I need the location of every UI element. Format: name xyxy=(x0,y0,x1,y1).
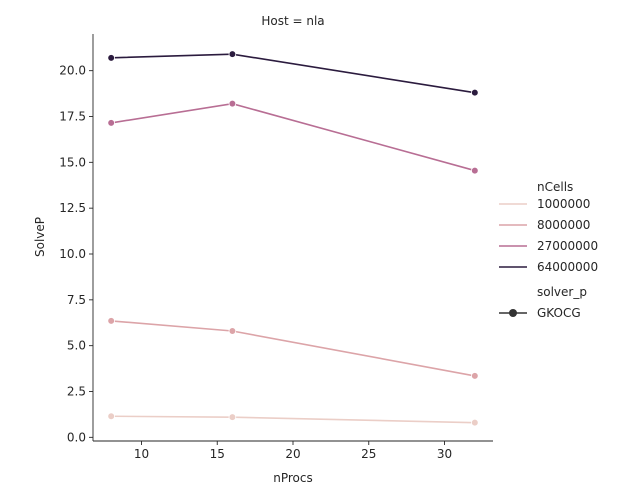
data-point xyxy=(107,317,115,325)
plot-area xyxy=(107,50,479,427)
x-tick-label: 10 xyxy=(134,447,149,461)
y-tick-label: 12.5 xyxy=(59,201,86,215)
y-axis-label: SolveP xyxy=(33,217,47,257)
data-point xyxy=(471,166,479,175)
data-point xyxy=(471,372,479,380)
data-point xyxy=(471,88,479,97)
legend-entry-27000000: 27000000 xyxy=(499,239,598,253)
x-tick-label: 30 xyxy=(437,447,452,461)
data-point xyxy=(107,412,115,421)
legend-label: 64000000 xyxy=(537,260,598,274)
legend-label: 1000000 xyxy=(537,197,590,211)
x-tick-label: 20 xyxy=(285,447,300,461)
y-tick-label: 20.0 xyxy=(59,64,86,78)
data-point xyxy=(228,413,237,421)
x-tick-label: 15 xyxy=(210,447,225,461)
series-line xyxy=(111,415,475,424)
chart-title: Host = nla xyxy=(261,14,324,28)
legend-entry-1000000: 1000000 xyxy=(499,197,590,211)
data-point xyxy=(228,327,237,335)
y-tick-label: 2.5 xyxy=(67,385,86,399)
data-point xyxy=(228,99,237,108)
x-ticks: 10 15 20 25 30 xyxy=(134,441,452,461)
x-axis-label: nProcs xyxy=(273,471,313,485)
series-1000000 xyxy=(107,412,479,427)
legend-hue-title: nCells xyxy=(537,180,573,194)
y-tick-label: 5.0 xyxy=(67,339,86,353)
legend-label: GKOCG xyxy=(537,306,581,320)
data-point xyxy=(471,418,479,427)
series-line xyxy=(111,53,475,94)
series-8000000 xyxy=(107,317,479,380)
legend-style-title: solver_p xyxy=(537,285,587,299)
y-tick-label: 0.0 xyxy=(67,430,86,444)
legend-entry-8000000: 8000000 xyxy=(499,218,590,232)
legend-style-entry: GKOCG xyxy=(499,306,581,320)
legend-marker xyxy=(509,309,517,317)
data-point xyxy=(228,50,237,58)
x-tick-label: 25 xyxy=(361,447,376,461)
y-tick-label: 10.0 xyxy=(59,247,86,261)
legend-entry-64000000: 64000000 xyxy=(499,260,598,274)
legend-hue-entries: 1000000 8000000 27000000 64000000 xyxy=(499,197,598,274)
y-ticks: 0.0 2.5 5.0 7.5 10.0 12.5 15.0 17.5 20.0 xyxy=(59,64,93,444)
series-line xyxy=(111,320,475,377)
data-point xyxy=(107,54,115,62)
legend-label: 27000000 xyxy=(537,239,598,253)
series-27000000 xyxy=(107,99,479,175)
y-tick-label: 17.5 xyxy=(59,110,86,124)
data-point xyxy=(107,119,115,127)
legend-label: 8000000 xyxy=(537,218,590,232)
legend: nCells 1000000 8000000 27000000 64000000 so… xyxy=(499,180,598,320)
series-64000000 xyxy=(107,50,479,97)
legend-style-entries: GKOCG xyxy=(499,306,581,320)
y-tick-label: 15.0 xyxy=(59,155,86,169)
series-line xyxy=(111,102,476,172)
y-tick-label: 7.5 xyxy=(67,293,86,307)
